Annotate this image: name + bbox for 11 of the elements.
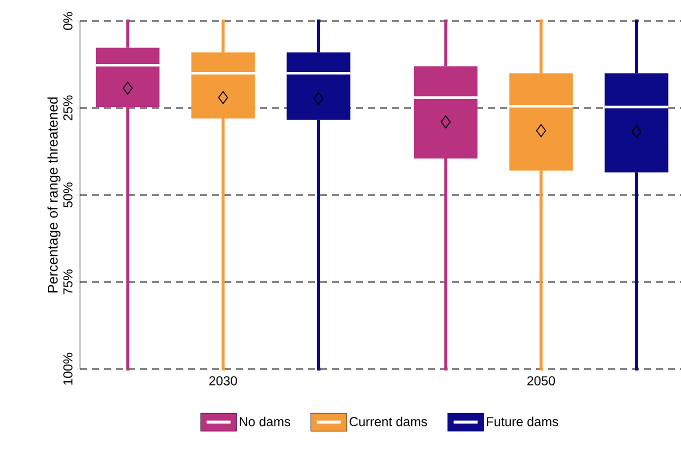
- y-axis-title: Percentage of range threatened: [47, 97, 60, 292]
- legend-label: Current dams: [350, 416, 428, 426]
- y-tick-label: 0%: [63, 12, 72, 30]
- y-tick-label: 75%: [63, 270, 72, 294]
- legend-label: Future dams: [486, 416, 558, 426]
- y-tick-label: 100%: [63, 352, 72, 385]
- y-tick-label: 25%: [63, 96, 72, 120]
- legend-label: No dams: [240, 416, 290, 426]
- y-tick-label: 50%: [63, 182, 72, 208]
- x-tick-label: 2030: [209, 376, 237, 386]
- x-tick-label: 2050: [527, 376, 555, 386]
